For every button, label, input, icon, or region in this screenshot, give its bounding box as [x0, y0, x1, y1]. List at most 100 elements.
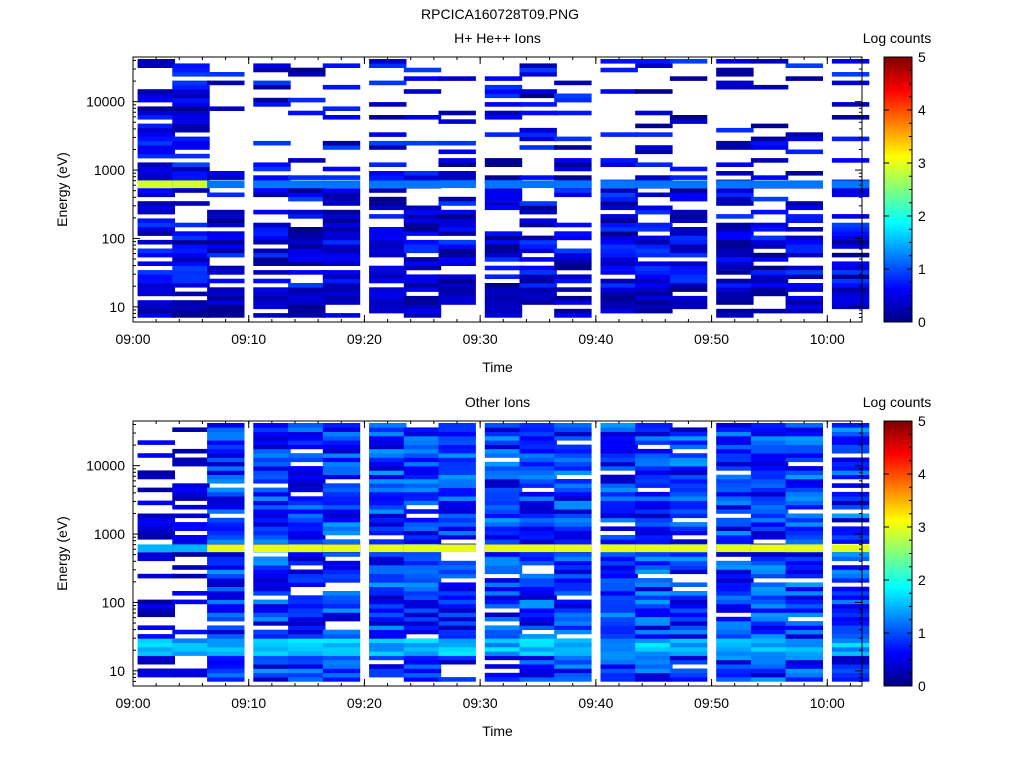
heatmap-cell [600, 608, 638, 613]
heatmap-cell [403, 440, 442, 445]
heatmap-cell [438, 517, 476, 523]
heatmap-cell [207, 539, 245, 544]
heatmap-cell [635, 175, 673, 180]
heatmap-cell [831, 647, 870, 652]
heatmap-cell [669, 270, 708, 275]
heatmap-cell [253, 569, 291, 575]
heatmap-cell [635, 63, 673, 68]
heatmap-cell [669, 239, 708, 245]
heatmap-cell [554, 313, 592, 318]
heatmap-cell [716, 509, 754, 514]
heatmap-cell [253, 479, 291, 484]
heatmap-cell [600, 504, 638, 510]
panel-1: 09:00 09:10 09:20 09:30 09:40 09:50 10:0010100… [54, 30, 931, 375]
heatmap-cell [600, 132, 638, 137]
colorbar-segment [884, 434, 912, 438]
heatmap-cell [750, 647, 789, 652]
heatmap-cell [600, 158, 638, 163]
heatmap-cell [207, 500, 245, 506]
heatmap-cell [137, 308, 175, 314]
heatmap-cell [172, 573, 210, 579]
heatmap-cell [172, 153, 210, 159]
heatmap-cell [288, 72, 326, 77]
heatmap-cell [716, 522, 754, 527]
heatmap-cell [750, 556, 789, 562]
colorbar-segment [884, 431, 912, 435]
heatmap-cell [750, 612, 789, 618]
heatmap-cell [438, 461, 476, 467]
heatmap-cell [137, 283, 175, 288]
heatmap-cell [635, 278, 673, 284]
heatmap-cell [554, 504, 592, 510]
energy-band-cell [600, 180, 638, 189]
heatmap-cell [369, 526, 407, 531]
heatmap-cell [669, 526, 708, 531]
heatmap-cell [831, 608, 870, 613]
energy-band-cell [438, 544, 476, 553]
heatmap-cell [403, 608, 442, 613]
heatmap-cell [403, 222, 442, 228]
heatmap-cell [288, 440, 326, 445]
heatmap-cell [172, 457, 210, 463]
heatmap-cell [137, 603, 175, 609]
heatmap-cell [207, 192, 245, 198]
heatmap-cell [369, 287, 407, 292]
heatmap-cell [253, 573, 291, 579]
heatmap-cell [484, 522, 523, 527]
heatmap-cell [322, 504, 361, 510]
heatmap-cell [831, 668, 870, 674]
heatmap-cell [484, 313, 523, 318]
heatmap-cell [322, 642, 361, 648]
heatmap-cell [172, 127, 210, 133]
heatmap-cell [322, 291, 361, 297]
colorbar-segment [884, 276, 912, 280]
heatmap-cell [484, 231, 523, 236]
heatmap-cell [207, 470, 245, 475]
heatmap-cell [322, 274, 361, 279]
heatmap-cell [831, 517, 870, 523]
colorbar-segment [884, 282, 912, 286]
heatmap-cell [369, 560, 407, 566]
heatmap-cell [635, 565, 673, 570]
heatmap-cell [750, 440, 789, 445]
heatmap-cell [484, 257, 523, 262]
heatmap-cell [403, 672, 442, 678]
heatmap-cell [403, 651, 442, 656]
colorbar-segment [884, 147, 912, 151]
heatmap-cell [369, 612, 407, 618]
heatmap-cell [207, 444, 245, 450]
heatmap-cell [403, 591, 442, 596]
heatmap-cell [207, 530, 245, 536]
heatmap-cell [785, 522, 823, 527]
heatmap-cell [635, 621, 673, 626]
heatmap-cell [519, 283, 557, 288]
heatmap-cell [207, 672, 245, 678]
heatmap-cell [600, 466, 638, 471]
colorbar-segment [884, 308, 912, 312]
colorbar-segment [884, 654, 912, 658]
heatmap-cell [403, 496, 442, 501]
heatmap-cell [369, 491, 407, 497]
heatmap-cell [403, 313, 442, 318]
heatmap-cell [554, 638, 592, 643]
heatmap-cell [554, 496, 592, 501]
heatmap-cell [322, 530, 361, 536]
heatmap-cell [750, 466, 789, 471]
heatmap-cell [207, 552, 245, 557]
heatmap-cell [438, 487, 476, 493]
heatmap-cell [253, 621, 291, 626]
colorbar-segment [884, 638, 912, 642]
colorbar-segment [884, 99, 912, 103]
heatmap-cell [519, 621, 557, 626]
heatmap-cell [635, 608, 673, 613]
heatmap-cell [484, 444, 523, 450]
heatmap-cell [438, 582, 476, 587]
heatmap-cell [750, 287, 789, 292]
colorbar-segment [884, 284, 912, 288]
heatmap-cell [635, 283, 673, 288]
heatmap-cell [369, 440, 407, 445]
heatmap-cell [438, 218, 476, 223]
heatmap-cell [369, 573, 407, 579]
heatmap-cell [600, 483, 638, 488]
colorbar-segment [884, 88, 912, 92]
